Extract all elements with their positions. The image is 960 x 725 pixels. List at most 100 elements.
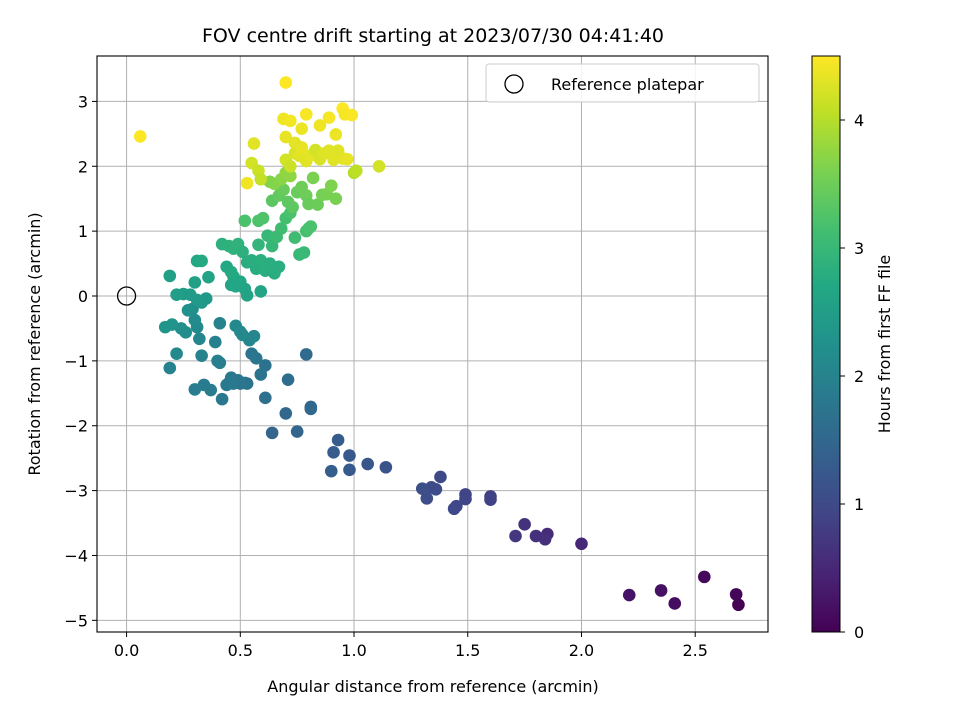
data-point: [284, 159, 297, 173]
y-tick-label: −1: [64, 352, 88, 371]
data-point: [265, 426, 279, 440]
data-point: [732, 598, 745, 612]
data-point: [329, 192, 343, 206]
data-point: [434, 470, 447, 484]
data-point: [158, 320, 172, 334]
data-point: [379, 460, 393, 474]
data-point: [529, 529, 543, 543]
data-point: [343, 463, 356, 477]
x-tick-label: 2.0: [569, 641, 594, 660]
data-point: [279, 407, 293, 420]
data-point: [181, 303, 195, 317]
data-point: [245, 347, 258, 361]
data-point: [279, 130, 293, 144]
data-point: [163, 269, 177, 283]
data-point: [459, 492, 472, 506]
data-point: [420, 492, 434, 505]
colorbar-tick-label: 0: [854, 623, 864, 642]
data-point: [343, 449, 356, 462]
y-tick-label: 3: [78, 92, 88, 111]
y-tick-label: −4: [64, 546, 88, 565]
data-point: [361, 457, 374, 471]
grid-lines: [97, 56, 768, 632]
y-tick-label: −3: [64, 482, 88, 501]
legend-marker-reference: [504, 74, 524, 94]
data-point: [240, 176, 254, 190]
y-axis-ticks: −5 −4 −3 −2 −1 0 1 2 3: [64, 92, 97, 630]
data-point: [313, 119, 327, 132]
data-point: [484, 493, 497, 506]
data-point: [236, 328, 249, 342]
data-point: [193, 332, 206, 346]
x-tick-label: 0.5: [228, 641, 253, 660]
data-point: [288, 136, 302, 150]
data-point: [345, 108, 359, 122]
data-point: [256, 211, 270, 225]
colorbar-tick-label: 2: [854, 367, 864, 386]
data-point: [208, 335, 222, 349]
data-point: [202, 270, 215, 284]
data-point: [236, 245, 249, 259]
colorbar: [811, 55, 841, 633]
y-tick-label: 1: [78, 222, 88, 241]
data-point: [247, 137, 261, 150]
x-tick-label: 0.0: [114, 641, 139, 660]
data-point: [279, 76, 293, 89]
y-tick-label: 0: [78, 287, 88, 306]
data-point: [247, 329, 261, 343]
legend-box: [485, 63, 760, 103]
data-point: [290, 425, 304, 438]
data-point: [272, 260, 286, 274]
data-point: [254, 368, 268, 381]
data-point: [170, 288, 183, 302]
data-point: [729, 588, 743, 601]
y-tick-label: −5: [64, 611, 88, 630]
data-point: [654, 584, 668, 597]
x-tick-label: 1.5: [455, 641, 480, 660]
y-tick-label: 2: [78, 157, 88, 176]
data-point: [331, 433, 345, 447]
y-tick-label: −2: [64, 417, 88, 436]
data-point: [284, 114, 297, 128]
data-point: [188, 276, 202, 289]
data-point: [698, 570, 711, 584]
data-point: [304, 220, 318, 233]
data-point: [277, 183, 290, 196]
x-tick-label: 2.5: [682, 641, 707, 660]
colorbar-tick-label: 1: [854, 495, 864, 514]
data-point: [509, 529, 522, 543]
data-point: [311, 198, 324, 211]
data-point: [575, 537, 588, 551]
data-point: [668, 597, 682, 610]
data-point: [306, 171, 320, 185]
data-point: [220, 378, 233, 392]
data-point: [299, 108, 313, 121]
data-point: [518, 518, 531, 531]
plot-frame: [96, 55, 769, 633]
data-point: [372, 159, 386, 173]
y-axis-label: Rotation from reference (arcmin): [25, 212, 44, 475]
reference-platepar-marker: [116, 286, 137, 306]
data-point: [195, 254, 208, 268]
x-axis-ticks: 0.0 0.5 1.0 1.5 2.0 2.5: [114, 632, 708, 660]
data-point: [259, 391, 272, 405]
data-point: [415, 482, 429, 495]
legend-entry-reference: Reference platepar: [551, 75, 704, 94]
colorbar-tick-label: 3: [854, 239, 864, 258]
data-point: [274, 222, 288, 235]
data-point: [211, 354, 224, 368]
data-point: [297, 246, 311, 259]
data-point: [213, 316, 227, 330]
data-point: [133, 130, 147, 143]
data-point: [254, 172, 268, 186]
data-point: [215, 392, 229, 406]
chart-title: FOV centre drift starting at 2023/07/30 …: [202, 25, 664, 47]
data-point: [350, 164, 363, 178]
data-point: [163, 361, 177, 375]
data-point: [254, 285, 268, 298]
data-point: [329, 128, 343, 141]
data-point: [302, 197, 315, 211]
